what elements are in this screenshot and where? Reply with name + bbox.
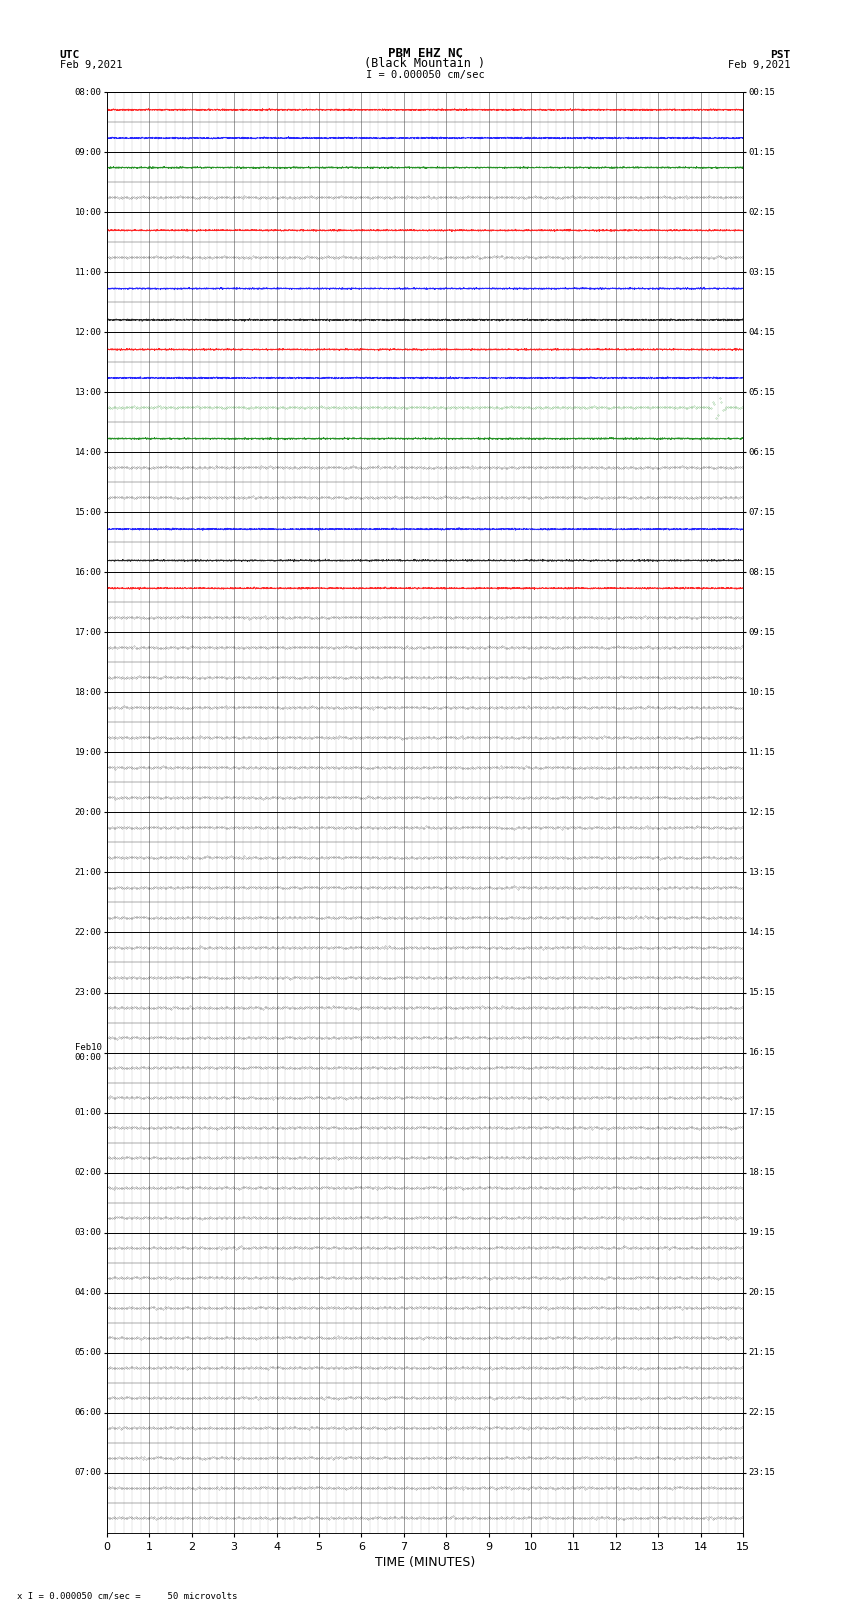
Text: x I = 0.000050 cm/sec =     50 microvolts: x I = 0.000050 cm/sec = 50 microvolts — [17, 1590, 237, 1600]
X-axis label: TIME (MINUTES): TIME (MINUTES) — [375, 1557, 475, 1569]
Text: Feb 9,2021: Feb 9,2021 — [728, 60, 791, 71]
Text: I = 0.000050 cm/sec: I = 0.000050 cm/sec — [366, 69, 484, 79]
Text: (Black Mountain ): (Black Mountain ) — [365, 56, 485, 71]
Text: UTC: UTC — [60, 50, 80, 60]
Text: PST: PST — [770, 50, 790, 60]
Text: Feb 9,2021: Feb 9,2021 — [60, 60, 122, 71]
Text: PBM EHZ NC: PBM EHZ NC — [388, 47, 462, 60]
